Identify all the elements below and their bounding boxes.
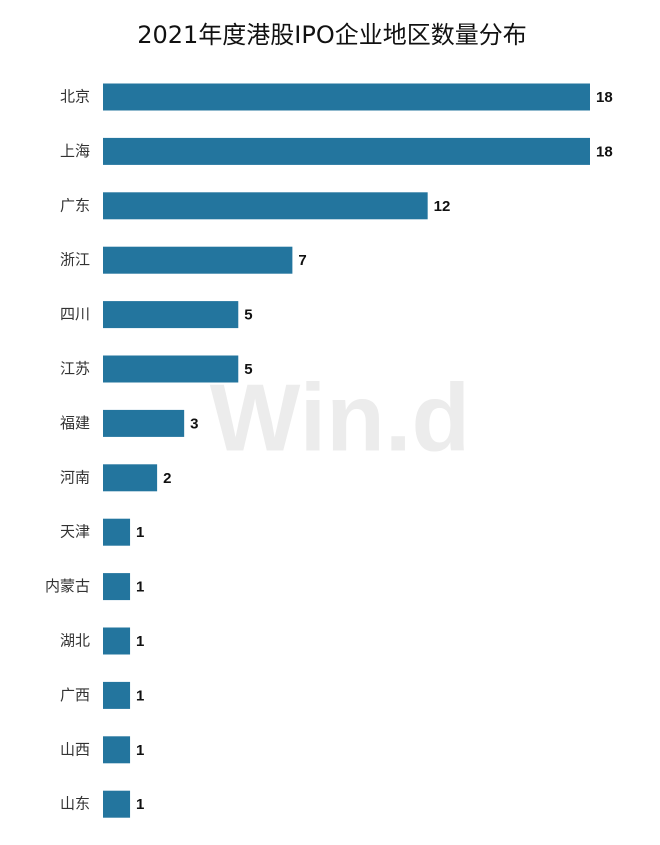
bar	[103, 736, 131, 764]
value-label: 2	[163, 470, 171, 487]
category-label: 北京	[60, 88, 90, 106]
category-label: 湖北	[60, 632, 90, 650]
bar	[103, 627, 131, 655]
value-label: 1	[136, 796, 144, 813]
chart-title: 2021年度港股IPO企业地区数量分布	[137, 21, 527, 49]
category-label: 上海	[60, 142, 90, 160]
category-label: 天津	[60, 523, 90, 541]
bar	[103, 464, 158, 492]
value-label: 18	[596, 89, 613, 106]
value-label: 18	[596, 143, 613, 160]
category-label: 浙江	[60, 251, 90, 269]
value-label: 1	[136, 633, 144, 650]
bar	[103, 409, 185, 437]
category-label: 河南	[60, 468, 90, 486]
category-label: 山西	[60, 740, 90, 758]
value-label: 5	[244, 307, 252, 324]
category-label: 广西	[60, 686, 90, 704]
bar	[103, 573, 131, 601]
value-label: 1	[136, 579, 144, 596]
value-label: 12	[434, 198, 451, 215]
category-label: 内蒙古	[45, 577, 90, 595]
value-label: 1	[136, 687, 144, 704]
bar	[103, 246, 293, 274]
category-label: 山东	[60, 795, 90, 813]
value-label: 1	[136, 524, 144, 541]
bar	[103, 83, 590, 111]
bar	[103, 518, 131, 546]
bar	[103, 192, 428, 220]
value-label: 5	[244, 361, 252, 378]
bar	[103, 301, 239, 329]
category-label: 广东	[60, 196, 90, 214]
watermark: Win.d	[210, 364, 470, 471]
bar	[103, 790, 131, 818]
bar	[103, 681, 131, 709]
category-label: 福建	[60, 414, 90, 432]
bar	[103, 355, 239, 383]
bar	[103, 137, 590, 165]
value-label: 7	[298, 252, 306, 269]
value-label: 3	[190, 415, 198, 432]
category-label: 四川	[60, 305, 90, 323]
category-label: 江苏	[60, 360, 90, 378]
value-label: 1	[136, 742, 144, 759]
